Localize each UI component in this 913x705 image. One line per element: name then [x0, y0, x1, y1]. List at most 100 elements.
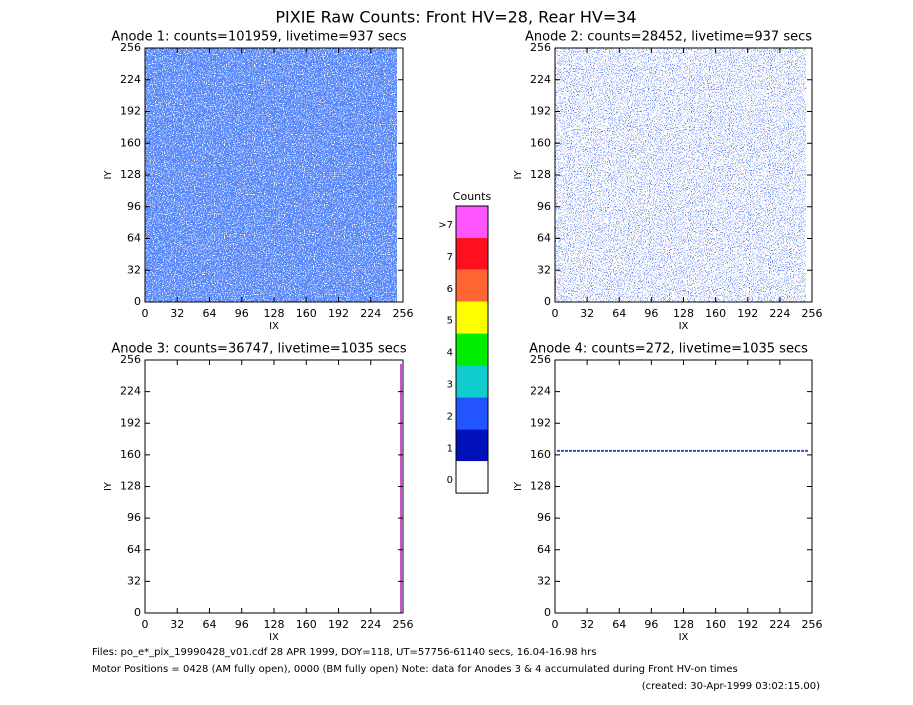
x-axis-label: IX — [679, 632, 689, 643]
x-tick-label: 224 — [360, 307, 381, 320]
colorbar-label: 0 — [447, 475, 453, 486]
colorbar-label: 2 — [447, 411, 453, 422]
colorbar-swatch — [456, 333, 488, 366]
colorbar-label: >7 — [438, 220, 453, 231]
y-tick-label: 96 — [127, 511, 141, 524]
x-tick-label: 160 — [705, 307, 726, 320]
colorbar-swatch — [456, 237, 488, 270]
x-tick-label: 128 — [264, 307, 285, 320]
footer-line: Motor Positions = 0428 (AM fully open), … — [92, 664, 738, 675]
y-tick-label: 64 — [537, 543, 551, 556]
colorbar-swatch — [456, 429, 488, 462]
y-tick-label: 160 — [530, 448, 551, 461]
y-tick-label: 128 — [120, 480, 141, 493]
colorbar-swatch — [456, 461, 488, 494]
x-tick-label: 96 — [235, 618, 249, 631]
x-tick-label: 160 — [296, 618, 317, 631]
y-tick-label: 224 — [530, 385, 551, 398]
y-tick-label: 0 — [544, 606, 551, 619]
x-tick-label: 256 — [802, 618, 823, 631]
y-tick-label: 256 — [120, 353, 141, 366]
x-tick-label: 256 — [802, 307, 823, 320]
y-axis-label: IY — [513, 170, 524, 180]
y-tick-label: 224 — [530, 73, 551, 86]
y-tick-label: 0 — [544, 295, 551, 308]
x-tick-label: 96 — [644, 307, 658, 320]
y-tick-label: 192 — [530, 105, 551, 118]
x-tick-label: 0 — [142, 618, 149, 631]
panel-title: Anode 1: counts=101959, livetime=937 sec… — [111, 30, 407, 45]
y-tick-label: 0 — [134, 295, 141, 308]
y-tick-label: 128 — [530, 168, 551, 181]
x-tick-label: 64 — [203, 618, 217, 631]
colorbar-label: 7 — [447, 252, 453, 263]
x-tick-label: 96 — [235, 307, 249, 320]
colorbar-label: 6 — [447, 284, 453, 295]
x-tick-label: 224 — [769, 307, 790, 320]
colorbar-swatch — [456, 365, 488, 398]
x-tick-label: 192 — [737, 307, 758, 320]
panel-title: Anode 2: counts=28452, livetime=937 secs — [525, 30, 812, 45]
y-tick-label: 0 — [134, 606, 141, 619]
x-tick-label: 224 — [769, 618, 790, 631]
y-tick-label: 160 — [530, 136, 551, 149]
x-tick-label: 0 — [552, 618, 559, 631]
x-tick-label: 160 — [705, 618, 726, 631]
y-tick-label: 224 — [120, 73, 141, 86]
x-tick-label: 32 — [170, 618, 184, 631]
colorbar-label: 1 — [447, 443, 453, 454]
colorbar-title: Counts — [453, 190, 492, 203]
colorbar-frame — [455, 205, 489, 494]
x-tick-label: 0 — [142, 307, 149, 320]
x-tick-label: 192 — [328, 618, 349, 631]
y-tick-label: 32 — [537, 263, 551, 276]
y-tick-label: 160 — [120, 448, 141, 461]
x-tick-label: 128 — [673, 307, 694, 320]
y-tick-label: 32 — [537, 574, 551, 587]
y-tick-label: 64 — [537, 232, 551, 245]
colorbar-swatch — [456, 301, 488, 334]
colorbar-label: 5 — [447, 316, 453, 327]
y-tick-label: 64 — [127, 543, 141, 556]
colorbar-swatch — [456, 269, 488, 302]
x-tick-label: 0 — [552, 307, 559, 320]
x-tick-label: 64 — [203, 307, 217, 320]
x-tick-label: 160 — [296, 307, 317, 320]
x-tick-label: 128 — [264, 618, 285, 631]
x-tick-label: 192 — [737, 618, 758, 631]
y-tick-label: 160 — [120, 136, 141, 149]
x-tick-label: 128 — [673, 618, 694, 631]
y-tick-label: 96 — [127, 200, 141, 213]
footer-line: (created: 30-Apr-1999 03:02:15.00) — [642, 681, 820, 692]
y-tick-label: 128 — [120, 168, 141, 181]
x-tick-label: 256 — [393, 307, 414, 320]
x-axis-label: IX — [269, 632, 279, 643]
x-tick-label: 64 — [612, 618, 626, 631]
colorbar-swatch — [456, 397, 488, 430]
plot-frame — [144, 359, 404, 614]
x-tick-label: 32 — [170, 307, 184, 320]
x-tick-label: 192 — [328, 307, 349, 320]
y-tick-label: 64 — [127, 232, 141, 245]
y-tick-label: 32 — [127, 574, 141, 587]
y-tick-label: 256 — [530, 41, 551, 54]
heatmap-texture — [145, 48, 397, 302]
title: PIXIE Raw Counts: Front HV=28, Rear HV=3… — [275, 8, 636, 27]
y-tick-label: 224 — [120, 385, 141, 398]
y-tick-label: 192 — [120, 416, 141, 429]
panel-title: Anode 3: counts=36747, livetime=1035 sec… — [111, 342, 407, 357]
y-tick-label: 32 — [127, 263, 141, 276]
y-axis-label: IY — [103, 170, 114, 180]
footer-line: Files: po_e*_pix_19990428_v01.cdf 28 APR… — [92, 647, 596, 658]
x-tick-label: 224 — [360, 618, 381, 631]
x-tick-label: 64 — [612, 307, 626, 320]
y-tick-label: 256 — [120, 41, 141, 54]
y-axis-label: IY — [103, 481, 114, 491]
colorbar-swatch — [456, 206, 488, 238]
y-tick-label: 96 — [537, 200, 551, 213]
heatmap-texture — [555, 48, 806, 302]
panel-title: Anode 4: counts=272, livetime=1035 secs — [529, 342, 808, 357]
y-axis-label: IY — [513, 481, 524, 491]
plot-frame — [554, 359, 813, 614]
x-tick-label: 32 — [580, 618, 594, 631]
